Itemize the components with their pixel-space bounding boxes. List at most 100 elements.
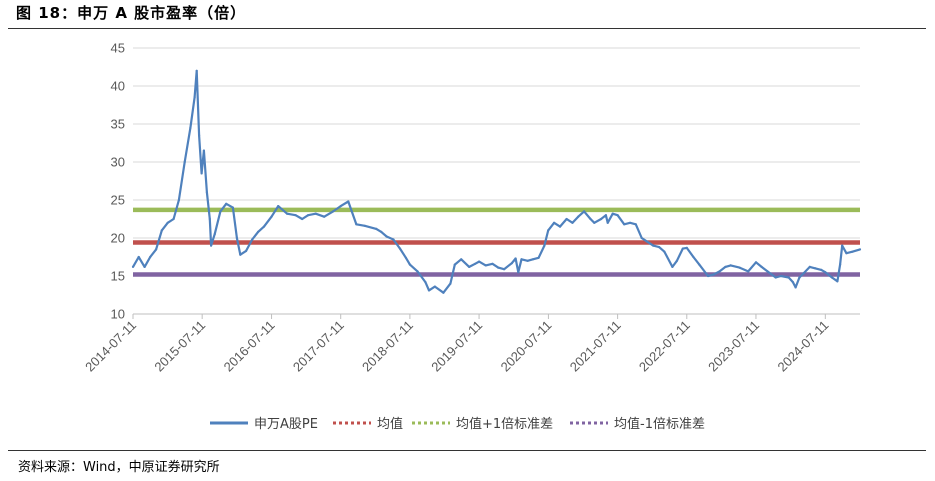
pe-data-point [517,271,520,274]
pe-data-point [149,255,152,259]
pe-data-point [589,217,592,221]
pe-data-point [640,236,643,240]
pe-data-point [611,212,614,215]
pe-data-point [738,266,741,269]
legend-item: 均值 [333,416,403,432]
pe-data-point [706,274,710,278]
y-tick-label: 15 [111,269,125,284]
pe-data-point [468,265,471,268]
legend-label: 均值+1倍标准差 [456,416,553,432]
pe-data-point [604,214,608,217]
pe-data-point [205,191,208,194]
pe-data-point [408,263,411,266]
pe-data-point [392,238,395,241]
pe-data-point [453,263,456,266]
y-tick-label: 25 [111,193,125,208]
y-axis: 10 15 20 25 30 35 40 45 [111,41,125,322]
pe-data-point [718,270,721,273]
pe-data-point [841,244,844,247]
pe-data-point [355,223,358,226]
pe-data-point [193,96,196,99]
pe-data-point [658,246,661,249]
legend-item: 均值+1倍标准差 [412,416,553,432]
pe-data-point [698,263,701,266]
pe-data-point [652,244,655,247]
legend-label: 均值-1倍标准差 [614,416,705,432]
pe-data-point [363,224,366,227]
pe-data-point [754,261,758,264]
pe-data-point [794,286,797,289]
x-tick-label: 2015-07-11 [151,318,208,375]
pe-data-point [491,262,494,265]
pe-data-point [332,210,335,213]
pe-data-point [766,270,769,273]
pe-data-point [183,160,186,164]
pe-data-point [137,255,140,259]
pe-data-point [131,265,135,268]
pe-data-point [307,214,310,217]
pe-data-point [347,200,350,203]
pe-data-point [503,268,506,271]
pe-data-point [851,250,854,253]
pe-data-point [685,246,688,249]
series-group [131,69,862,294]
pe-data-point [558,225,562,228]
pe-data-point [514,257,517,260]
pe-data-point [433,285,436,288]
top-rule [8,28,926,29]
pe-data-point [219,210,222,213]
pe-data-point [339,205,342,208]
pe-data-point [270,215,273,218]
pe-data-point [712,273,715,276]
pe-data-point [210,244,213,247]
pe-data-point [824,271,827,274]
pe-data-point [202,149,205,152]
pe-data-point [497,266,500,269]
bottom-rule [8,450,926,451]
pe-data-point [245,249,248,252]
x-tick-label: 2016-07-11 [221,318,278,375]
pe-data-point [526,259,529,262]
pe-data-point [177,198,180,202]
pe-data-point [774,276,777,279]
pe-data-point [675,259,679,262]
pe-data-point [692,255,695,259]
pe-data-point [571,221,574,224]
pe-data-point [663,250,666,253]
pe-data-point [543,244,546,247]
pe-data-point [836,280,839,283]
pe-data-point [277,205,280,208]
x-tick-label: 2022-07-11 [636,318,693,375]
pe-data-point [634,223,637,226]
x-tick-label: 2014-07-11 [82,318,139,375]
pe-data-point [449,282,452,285]
pe-data-point [510,262,513,265]
pe-data-point [286,212,289,215]
pe-data-point [416,270,419,273]
x-tick-label: 2017-07-11 [290,318,347,375]
pe-data-point [729,264,732,267]
pe-data-point [537,256,540,259]
pe-data-point [380,230,383,233]
pe-data-point [623,223,626,226]
pe-data-point [478,260,481,263]
pe-data-point [553,221,556,224]
pe-series-line [132,69,861,294]
pe-data-point [606,221,609,224]
legend-item: 均值-1倍标准差 [570,416,705,432]
pe-data-point [294,214,297,217]
pe-data-point [235,236,238,240]
x-axis: 2014-07-11 2015-07-11 2016-07-11 2017-07-11… [82,313,860,375]
x-tick-label: 2019-07-11 [428,318,485,375]
x-tick-label: 2021-07-11 [567,318,624,375]
pe-data-point [213,233,216,236]
pe-data-point [323,215,326,218]
pe-data-point [629,221,632,224]
pe-data-point [808,265,811,268]
pe-data-point [155,248,158,251]
pe-data-point [531,258,535,261]
legend-label: 申万A股PE [254,417,318,432]
pe-data-point [787,276,790,279]
pe-data-point [385,235,388,238]
pe-data-point [231,206,234,209]
